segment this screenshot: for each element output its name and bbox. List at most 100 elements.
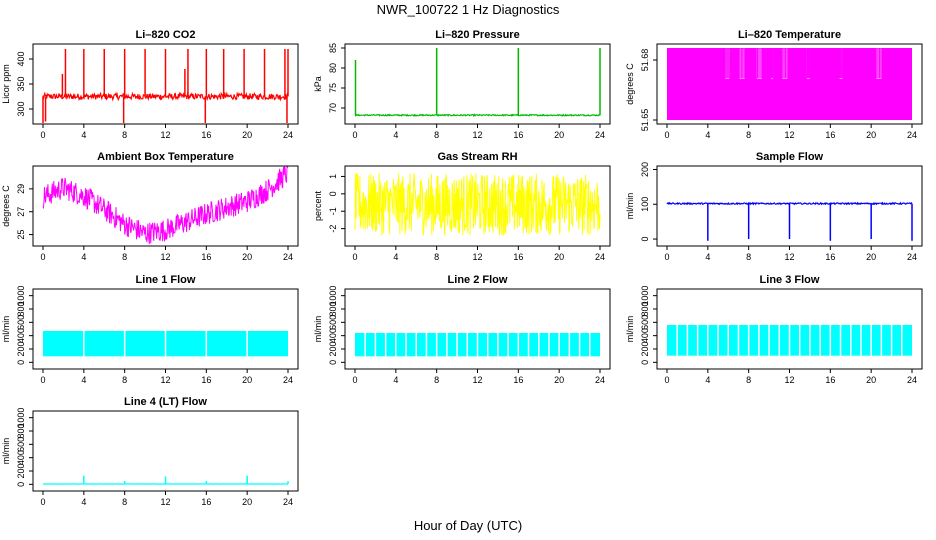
series [355,333,600,357]
series [42,165,289,245]
x-tick-label: 4 [705,252,710,262]
x-tick-label: 20 [554,252,564,262]
data-gap [739,48,745,79]
y-tick-label: 85 [328,43,338,53]
y-tick-label: 600 [640,315,650,330]
x-tick-label: 12 [160,497,170,507]
y-tick-label: 1000 [16,408,26,428]
x-tick-label: 24 [283,497,293,507]
y-tick-label: 200 [16,463,26,478]
y-axis-label: kPa [313,76,323,92]
x-tick-label: 0 [352,252,357,262]
panel-4: Ambient Box Temperature degrees C 0 4 8 12 16 2… [1,151,299,262]
x-tick-label: 16 [825,252,835,262]
y-axis-label: ml/min [1,438,11,465]
x-tick-label: 0 [352,130,357,140]
x-tick-label: 8 [746,375,751,385]
x-tick-label: 20 [242,497,252,507]
x-tick-label: 16 [513,252,523,262]
x-tick-label: 8 [122,375,127,385]
y-tick-label: 600 [16,437,26,452]
y-tick-label: 75 [328,83,338,93]
x-tick-label: 4 [81,375,86,385]
panel-title: Line 2 Flow [448,274,508,286]
x-tick-label: 16 [513,130,523,140]
panel-6: Sample Flow ml/min 0 4 8 12 16 20 24 0 100 200 [625,151,923,262]
plot-frame [344,43,611,125]
x-tick-label: 20 [866,252,876,262]
x-tick-label: 24 [907,252,917,262]
data-band [667,48,912,120]
y-tick-label: 51.68 [640,49,650,72]
x-tick-label: 16 [825,130,835,140]
y-tick-label: 800 [640,301,650,316]
series [43,331,288,357]
x-tick-label: 0 [40,497,45,507]
y-axis-label: ml/min [625,316,635,343]
y-axis-label: ml/min [1,316,11,343]
y-tick-label: 0 [328,360,338,365]
y-tick-label: 400 [16,51,26,66]
x-tick-label: 0 [352,375,357,385]
y-tick-label: 80 [328,63,338,73]
y-tick-label: 100 [640,197,650,212]
panel-1: Li–820 CO2 Licor ppm 0 4 8 12 16 20 24 300 350 400 [1,29,299,140]
x-tick-label: 16 [825,375,835,385]
x-tick-label: 20 [866,375,876,385]
y-tick-label: 400 [16,328,26,343]
series-line [354,172,601,236]
x-tick-label: 16 [201,497,211,507]
panel-8: Line 2 Flow ml/min 0 4 8 12 16 20 24 0 20040060080… [313,274,611,385]
x-tick-label: 4 [393,252,398,262]
y-tick-label: 0 [640,360,650,365]
data-gap [876,48,882,79]
x-tick-label: 0 [664,252,669,262]
x-tick-label: 24 [283,130,293,140]
y-tick-label: 350 [16,76,26,91]
panel-3: Li–820 Temperature degrees C 0 4 8 12 16 20 24 51… [625,29,923,140]
x-tick-label: 12 [160,130,170,140]
x-tick-label: 20 [554,375,564,385]
x-tick-label: 12 [472,252,482,262]
series [42,49,289,123]
x-tick-label: 4 [81,130,86,140]
x-tick-label: 12 [160,375,170,385]
x-tick-label: 20 [242,375,252,385]
x-tick-label: 0 [40,130,45,140]
x-axis-caption: Hour of Day (UTC) [413,518,523,533]
series [666,201,913,241]
y-tick-label: 200 [16,341,26,356]
panel-title: Line 3 Flow [760,274,820,286]
y-tick-label: 0 [640,237,650,242]
y-tick-label: 0 [16,360,26,365]
x-tick-label: 0 [40,375,45,385]
panel-2: Li–820 Pressure kPa 0 4 8 12 16 20 24 70 75 80 85 [313,29,611,140]
series [667,325,912,356]
x-tick-label: 0 [664,375,669,385]
x-tick-label: 20 [242,130,252,140]
y-axis-label: degrees C [1,185,11,227]
x-tick-label: 24 [283,375,293,385]
series [354,172,601,236]
panel-7: Line 1 Flow ml/min 0 4 8 12 16 20 24 0 20040060080… [1,274,299,385]
x-tick-label: 24 [907,130,917,140]
y-tick-label: -1 [328,207,338,215]
x-tick-label: 12 [472,375,482,385]
series-line [354,113,601,118]
panel-title: Ambient Box Temperature [97,151,234,163]
y-tick-label: 400 [328,328,338,343]
x-tick-label: 8 [122,497,127,507]
x-tick-label: 4 [705,375,710,385]
y-tick-label: 600 [16,315,26,330]
page-title: NWR_100722 1 Hz Diagnostics [376,2,560,17]
panel-title: Li–820 Temperature [738,29,841,41]
data-gap [756,48,762,79]
x-tick-label: 8 [122,130,127,140]
y-tick-label: 27 [16,207,26,217]
x-tick-label: 4 [705,130,710,140]
y-axis-label: degrees C [625,63,635,105]
panel-10: Line 4 (LT) Flow ml/min 0 4 8 12 16 20 24 0 200400… [1,396,299,507]
x-tick-label: 12 [784,375,794,385]
y-tick-label: 29 [16,184,26,194]
